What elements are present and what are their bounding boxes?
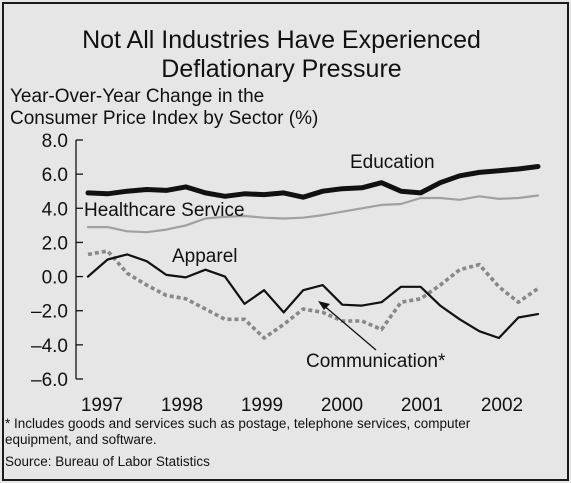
annotation-arrow-line: [321, 303, 377, 351]
annotation-arrowhead: [318, 301, 330, 310]
x-tick-label: 1999: [241, 395, 283, 416]
x-tick-label: 2001: [401, 395, 443, 416]
x-tick-label: 2000: [321, 395, 363, 416]
annotation-layer: Education Healthcare Service Apparel Commun…: [84, 152, 446, 372]
series-line-healthcare-service: [86, 194, 540, 234]
series-line-apparel: [86, 253, 540, 340]
y-tick-label: 2.0: [42, 233, 68, 254]
x-tick-label: 1997: [81, 395, 123, 416]
annotation-communication: Communication*: [306, 351, 446, 372]
series-line-communication: [87, 249, 540, 340]
y-axis-label: Year-Over-Year Change in the: [10, 86, 265, 107]
y-tick-label: 8.0: [42, 131, 68, 152]
annotation-apparel: Apparel: [172, 246, 238, 267]
source-note: Source: Bureau of Labor Statistics: [5, 454, 210, 469]
y-tick-label: 4.0: [42, 199, 68, 220]
y-tick-label: –4.0: [31, 336, 68, 357]
footnote-line2: equipment, and software.: [5, 432, 157, 447]
x-tick-label: 1998: [161, 395, 203, 416]
annotation-healthcare-service: Healthcare Service: [84, 200, 245, 221]
y-tick-label: 0.0: [42, 268, 68, 289]
axes: 8.0 6.0 4.0 2.0 0.0 –2.0 –4.0 –6.0 1997 1998 1999 2…: [31, 131, 523, 416]
y-tick-label: –2.0: [31, 302, 68, 323]
series-layer: [85, 164, 541, 340]
x-tick-label: 2002: [481, 395, 523, 416]
chart-title: Not All Industries Have Experienced: [82, 26, 481, 54]
chart-title-line2: Deflationary Pressure: [161, 55, 402, 83]
y-tick-label: –6.0: [31, 370, 68, 391]
series-line-education: [85, 164, 541, 200]
y-axis-label-line2: Consumer Price Index by Sector (%): [10, 108, 319, 129]
y-tick-label: 6.0: [42, 165, 68, 186]
footnote-line1: * Includes goods and services such as po…: [5, 416, 471, 431]
annotation-education: Education: [350, 152, 435, 173]
